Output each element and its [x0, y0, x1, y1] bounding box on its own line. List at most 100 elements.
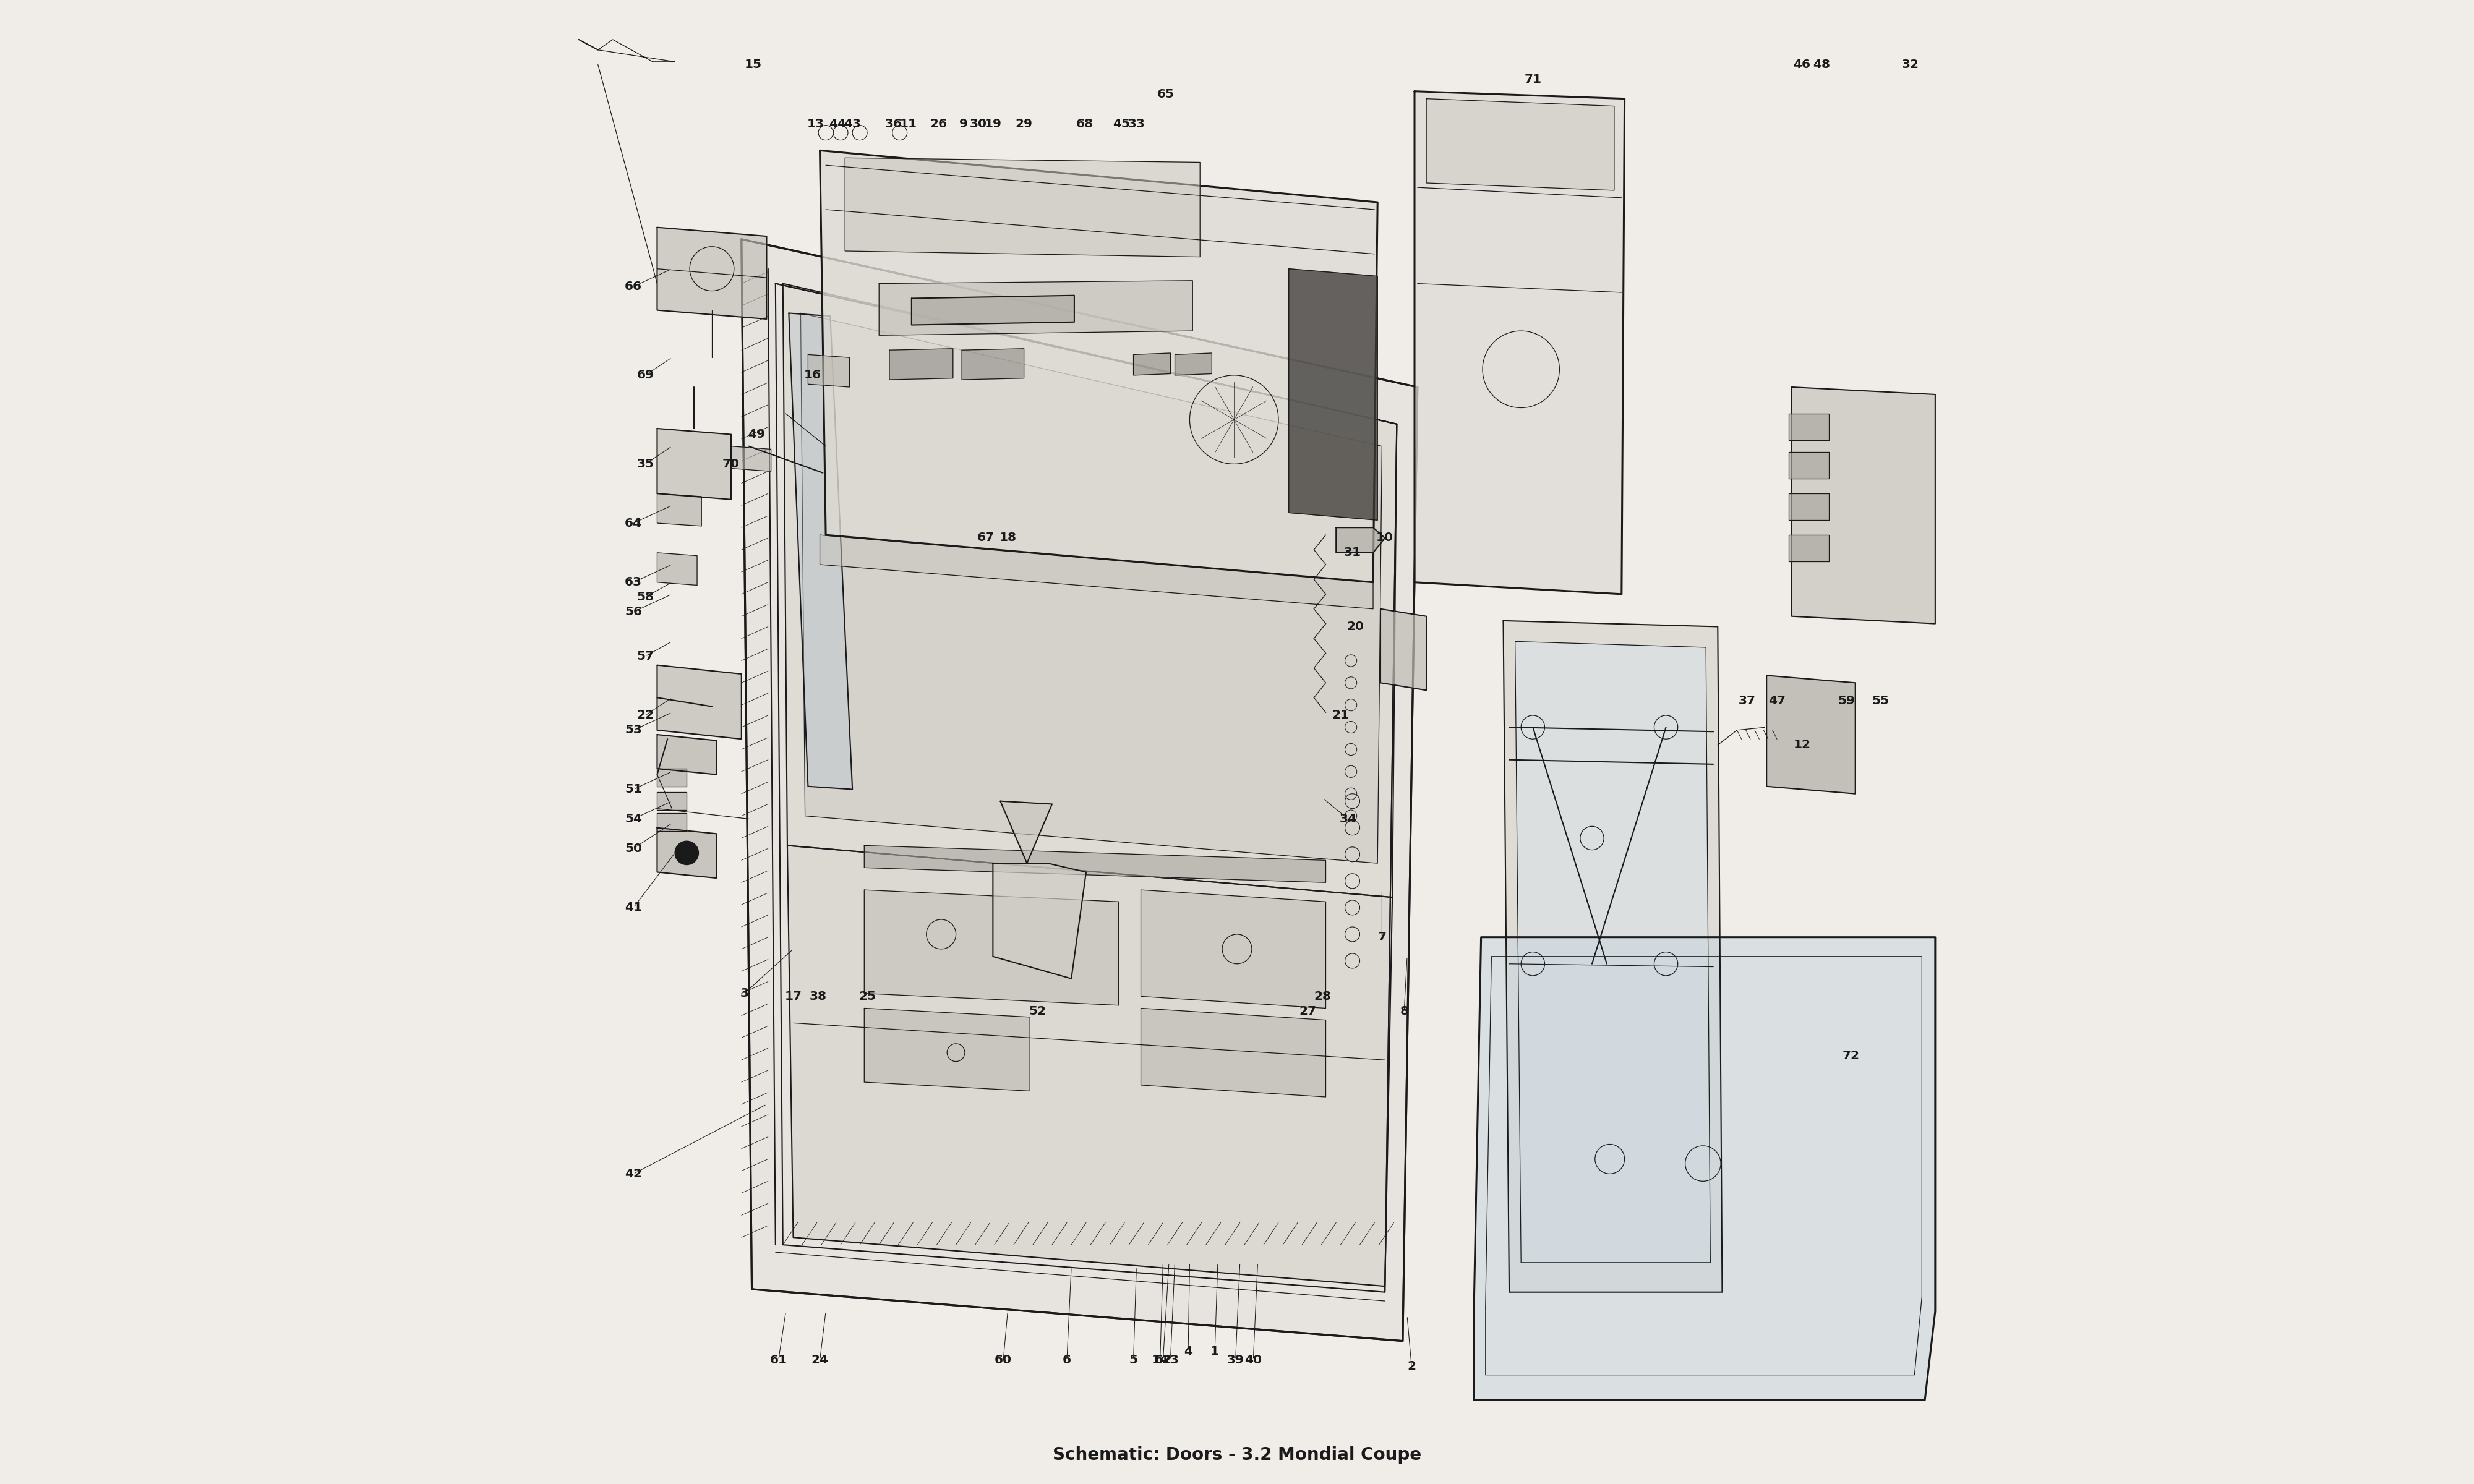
Text: 55: 55 — [1873, 695, 1890, 706]
Polygon shape — [878, 280, 1192, 335]
Text: 59: 59 — [1838, 695, 1856, 706]
Polygon shape — [658, 828, 717, 879]
Polygon shape — [962, 349, 1024, 380]
Text: 42: 42 — [626, 1168, 643, 1180]
Polygon shape — [1289, 269, 1378, 521]
Polygon shape — [658, 429, 732, 500]
Text: 2: 2 — [1408, 1361, 1415, 1371]
Text: 19: 19 — [985, 117, 1002, 129]
Text: 12: 12 — [1794, 739, 1811, 751]
Polygon shape — [658, 494, 703, 527]
Text: 9: 9 — [960, 117, 967, 129]
Text: 39: 39 — [1227, 1355, 1244, 1367]
Polygon shape — [742, 239, 1418, 1342]
Text: 5: 5 — [1128, 1355, 1138, 1367]
Polygon shape — [732, 447, 772, 472]
Polygon shape — [782, 283, 1398, 898]
Polygon shape — [910, 295, 1074, 325]
Polygon shape — [846, 157, 1200, 257]
Polygon shape — [658, 552, 698, 585]
Text: 47: 47 — [1769, 695, 1786, 706]
Polygon shape — [658, 665, 742, 739]
Text: 53: 53 — [626, 724, 643, 736]
Text: 69: 69 — [636, 370, 653, 381]
Polygon shape — [1175, 353, 1212, 375]
Text: 21: 21 — [1331, 709, 1348, 721]
Polygon shape — [658, 769, 688, 787]
Text: 54: 54 — [626, 813, 643, 825]
Text: 22: 22 — [636, 709, 653, 721]
Polygon shape — [658, 735, 717, 775]
Polygon shape — [787, 846, 1393, 1287]
Circle shape — [675, 841, 698, 865]
Polygon shape — [802, 313, 1383, 864]
Polygon shape — [658, 227, 767, 319]
Text: 45: 45 — [1113, 117, 1131, 129]
Polygon shape — [999, 801, 1051, 864]
Polygon shape — [1336, 528, 1385, 552]
Text: 37: 37 — [1739, 695, 1757, 706]
Text: 26: 26 — [930, 117, 948, 129]
Text: 27: 27 — [1299, 1005, 1316, 1017]
Text: 58: 58 — [636, 591, 653, 603]
Text: 57: 57 — [636, 650, 653, 662]
Text: 40: 40 — [1244, 1355, 1262, 1367]
Polygon shape — [789, 313, 854, 789]
Text: 67: 67 — [977, 533, 995, 543]
Text: 7: 7 — [1378, 932, 1385, 944]
Text: 34: 34 — [1338, 813, 1356, 825]
Text: 62: 62 — [1155, 1355, 1173, 1367]
Polygon shape — [1415, 92, 1625, 594]
Text: 41: 41 — [626, 902, 643, 914]
Text: Schematic: Doors - 3.2 Mondial Coupe: Schematic: Doors - 3.2 Mondial Coupe — [1051, 1447, 1423, 1463]
Text: 49: 49 — [747, 429, 764, 441]
Text: 30: 30 — [970, 117, 987, 129]
Text: 10: 10 — [1376, 533, 1393, 543]
Text: 24: 24 — [811, 1355, 829, 1367]
Text: 66: 66 — [626, 280, 643, 292]
Text: 1: 1 — [1210, 1346, 1220, 1358]
Polygon shape — [819, 150, 1378, 582]
Text: 63: 63 — [626, 576, 643, 588]
Text: 13: 13 — [807, 117, 824, 129]
Polygon shape — [1789, 453, 1828, 479]
Text: 51: 51 — [626, 784, 643, 795]
Polygon shape — [863, 890, 1118, 1005]
Text: 70: 70 — [722, 459, 740, 470]
Polygon shape — [1475, 938, 1935, 1399]
Text: 11: 11 — [901, 117, 918, 129]
Text: 23: 23 — [1163, 1355, 1180, 1367]
Polygon shape — [1427, 99, 1613, 190]
Text: 38: 38 — [809, 990, 826, 1002]
Text: 43: 43 — [844, 117, 861, 129]
Polygon shape — [1789, 494, 1828, 521]
Polygon shape — [658, 813, 688, 831]
Polygon shape — [1766, 675, 1856, 794]
Text: 35: 35 — [636, 459, 653, 470]
Text: 50: 50 — [626, 843, 643, 855]
Polygon shape — [658, 792, 688, 810]
Text: 65: 65 — [1158, 89, 1175, 99]
Polygon shape — [992, 864, 1086, 978]
Polygon shape — [888, 349, 952, 380]
Text: 48: 48 — [1813, 59, 1831, 71]
Polygon shape — [1789, 534, 1828, 561]
Polygon shape — [863, 846, 1326, 883]
Polygon shape — [1514, 641, 1710, 1263]
Text: 72: 72 — [1843, 1049, 1860, 1061]
Text: 31: 31 — [1343, 546, 1361, 558]
Text: 32: 32 — [1903, 59, 1920, 71]
Text: 4: 4 — [1185, 1346, 1192, 1358]
Polygon shape — [1791, 387, 1935, 623]
Polygon shape — [819, 534, 1373, 608]
Text: 28: 28 — [1314, 990, 1331, 1002]
Polygon shape — [863, 1008, 1029, 1091]
Text: 60: 60 — [995, 1355, 1012, 1367]
Text: 29: 29 — [1014, 117, 1032, 129]
Text: 25: 25 — [858, 990, 876, 1002]
Text: 17: 17 — [784, 990, 802, 1002]
Text: 33: 33 — [1128, 117, 1145, 129]
Text: 44: 44 — [829, 117, 846, 129]
Polygon shape — [1141, 890, 1326, 1008]
Text: 20: 20 — [1346, 620, 1363, 632]
